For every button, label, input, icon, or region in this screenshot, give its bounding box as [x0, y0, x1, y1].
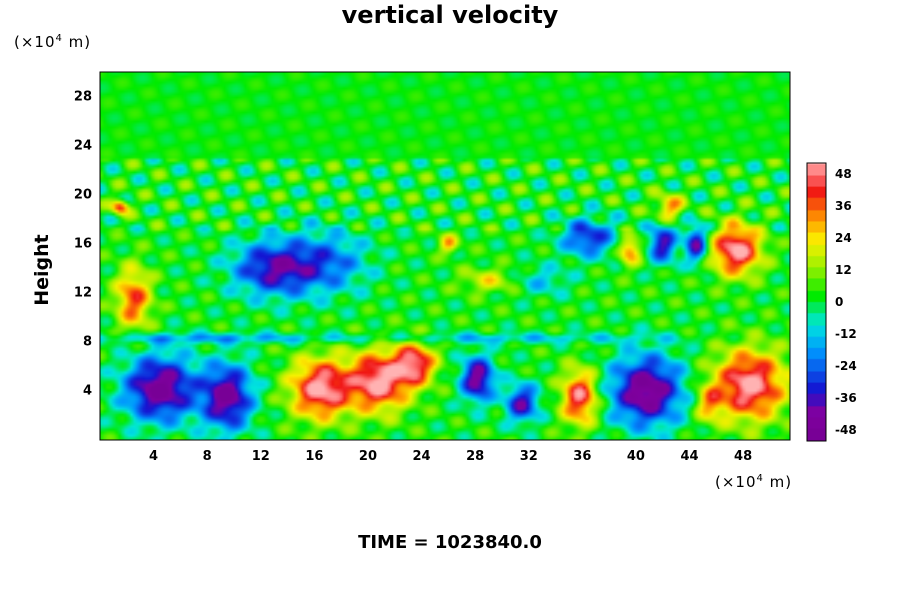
x-tick-label: 36 — [573, 449, 592, 464]
y-tick-label: 24 — [73, 138, 92, 154]
x-tick-label: 40 — [626, 449, 645, 464]
x-tick-label: 28 — [466, 449, 485, 464]
colorbar — [807, 163, 826, 441]
colorbar-tick-label: -36 — [835, 391, 857, 406]
x-tick-label: 44 — [680, 449, 699, 464]
x-tick-label: 48 — [734, 449, 753, 464]
x-tick-label: 24 — [412, 449, 431, 464]
chart-title: vertical velocity — [341, 1, 559, 29]
y-axis-unit: (×104 m) — [14, 33, 92, 51]
y-tick-label: 20 — [73, 187, 92, 203]
colorbar-tick-label: -12 — [835, 327, 857, 342]
x-tick-label: 20 — [358, 449, 377, 464]
plot-border — [99, 71, 791, 441]
x-axis-unit: (×104 m) — [715, 473, 793, 491]
colorbar-tick-label: 48 — [835, 166, 852, 181]
colorbar-tick-label: 36 — [835, 198, 852, 213]
colorbar-tick-label: -24 — [835, 359, 857, 374]
colorbar-tick-label: 24 — [835, 230, 852, 245]
x-tick-label: 32 — [519, 449, 538, 464]
y-tick-label: 16 — [73, 236, 92, 252]
colorbar-tick-label: 0 — [835, 295, 844, 309]
x-tick-label: 12 — [251, 449, 270, 464]
y-tick-label: 12 — [73, 285, 92, 301]
colorbar-tick-label: -48 — [835, 423, 857, 438]
x-tick-label: 8 — [202, 449, 212, 464]
heatmap-field — [100, 72, 790, 440]
x-tick-label: 16 — [305, 449, 324, 464]
colorbar-tick-label: 12 — [835, 262, 852, 277]
time-readout: TIME = 1023840.0 — [358, 532, 542, 553]
x-tick-label: 4 — [149, 449, 159, 464]
y-tick-label: 8 — [82, 334, 92, 350]
y-tick-label: 4 — [82, 383, 92, 399]
y-tick-label: 28 — [73, 89, 92, 105]
colorbar-border — [806, 162, 827, 442]
